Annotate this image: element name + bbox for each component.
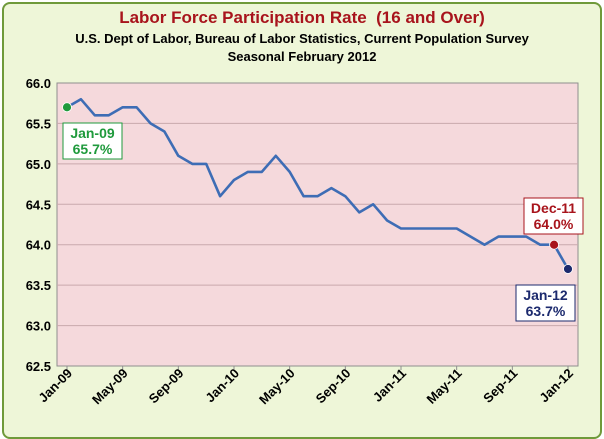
x-tick-label: Sep-11 (480, 366, 520, 406)
y-tick-label: 65.5 (26, 116, 51, 131)
chart-subtitle-season: Seasonal February 2012 (227, 49, 377, 64)
annotation-value: 63.7% (526, 303, 566, 319)
plot-area (56, 82, 579, 367)
annotation-value: 65.7% (73, 141, 113, 157)
x-tick-label: Sep-09 (146, 366, 187, 407)
annotation-value: 64.0% (534, 216, 574, 232)
x-tick-label: Jan-11 (370, 366, 409, 405)
y-tick-label: 64.0 (26, 238, 51, 253)
x-tick-label: May-10 (256, 366, 298, 408)
data-marker (563, 264, 573, 274)
annotation-label: Jan-12 (523, 287, 568, 303)
y-tick-label: 63.5 (26, 278, 51, 293)
annotation-box (515, 284, 576, 322)
y-tick-label: 62.5 (26, 359, 51, 374)
chart-title: Labor Force Participation Rate (16 and O… (119, 8, 485, 27)
annotation-box (523, 197, 584, 235)
series-line (66, 97, 570, 270)
x-tick-label: May-11 (424, 366, 465, 407)
y-tick-label: 65.0 (26, 157, 51, 172)
data-marker (549, 239, 559, 250)
y-tick-label: 64.5 (26, 197, 51, 212)
annotation-label: Jan-09 (70, 125, 115, 141)
chart-subtitle-source: U.S. Dept of Labor, Bureau of Labor Stat… (75, 31, 529, 46)
annotation-box (62, 122, 123, 160)
y-tick-label: 66.0 (26, 76, 51, 91)
x-tick-label: May-09 (89, 366, 131, 408)
data-marker (62, 102, 72, 113)
x-tick-label: Jan-10 (202, 366, 242, 406)
y-tick-label: 63.0 (26, 319, 51, 334)
annotation-label: Dec-11 (531, 200, 576, 216)
x-tick-label: Sep-10 (313, 366, 354, 407)
x-tick-label: Jan-12 (536, 366, 576, 406)
